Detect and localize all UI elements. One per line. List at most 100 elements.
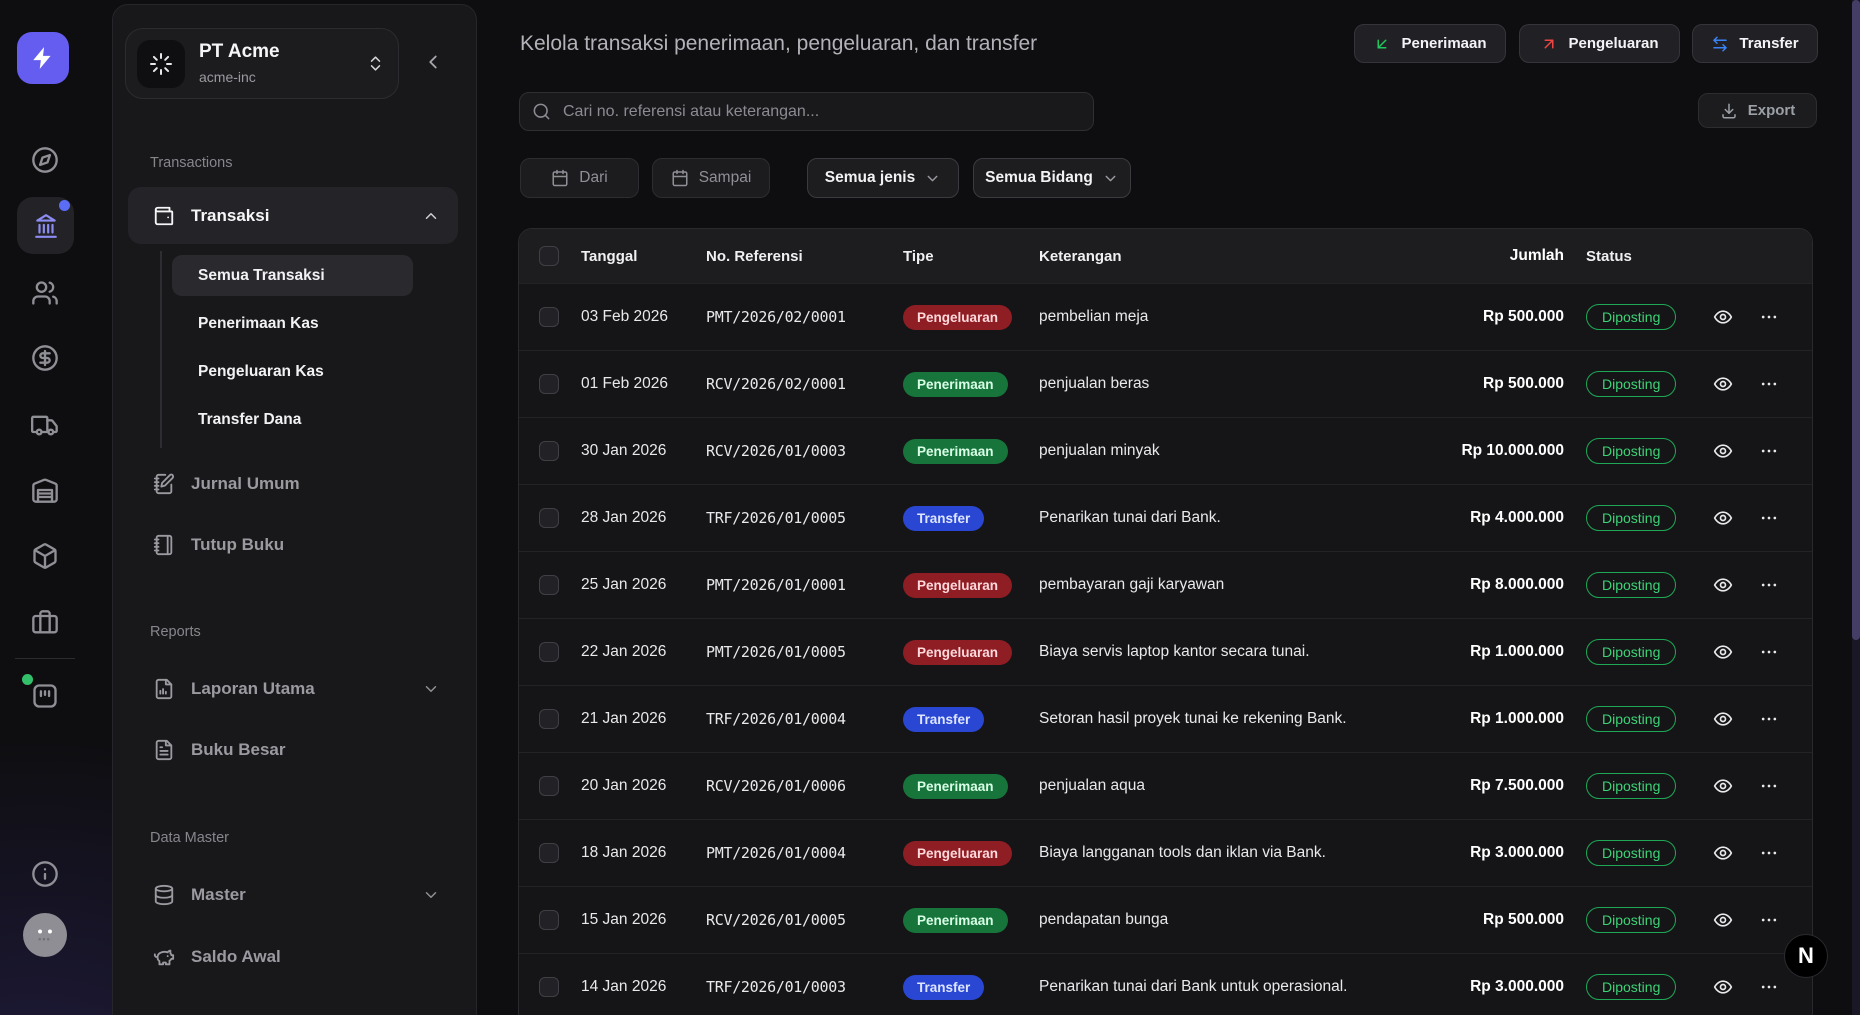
row-checkbox[interactable] <box>539 508 559 528</box>
view-row-button[interactable] <box>1706 704 1740 734</box>
view-row-button[interactable] <box>1706 302 1740 332</box>
scrollbar-thumb[interactable] <box>1852 0 1860 640</box>
app-logo[interactable] <box>17 32 69 84</box>
row-actions-button[interactable] <box>1752 905 1786 935</box>
view-row-button[interactable] <box>1706 436 1740 466</box>
eye-icon <box>1713 642 1733 662</box>
row-checkbox[interactable] <box>539 977 559 997</box>
ellipsis-icon <box>1759 307 1779 327</box>
table-row[interactable]: 01 Feb 2026 RCV/2026/02/0001 Penerimaan … <box>519 350 1812 417</box>
type-badge: Pengeluaran <box>903 305 1012 330</box>
view-row-button[interactable] <box>1706 503 1740 533</box>
row-actions-button[interactable] <box>1752 704 1786 734</box>
type-filter-select[interactable]: Semua jenis <box>807 158 959 198</box>
sidebar-item-master[interactable]: Master <box>128 866 458 923</box>
row-checkbox[interactable] <box>539 776 559 796</box>
select-all-checkbox[interactable] <box>539 246 559 266</box>
table-row[interactable]: 22 Jan 2026 PMT/2026/01/0005 Pengeluaran… <box>519 618 1812 685</box>
sidebar-collapse-button[interactable] <box>422 51 446 75</box>
briefcase-icon[interactable] <box>31 609 59 637</box>
table-row[interactable]: 18 Jan 2026 PMT/2026/01/0004 Pengeluaran… <box>519 819 1812 886</box>
table-row[interactable]: 28 Jan 2026 TRF/2026/01/0005 Transfer Pe… <box>519 484 1812 551</box>
table-row[interactable]: 21 Jan 2026 TRF/2026/01/0004 Transfer Se… <box>519 685 1812 752</box>
row-amount: Rp 1.000.000 <box>1394 643 1564 661</box>
row-actions-button[interactable] <box>1752 503 1786 533</box>
row-actions-button[interactable] <box>1752 637 1786 667</box>
penerimaan-button[interactable]: Penerimaan <box>1354 24 1506 63</box>
row-checkbox[interactable] <box>539 575 559 595</box>
view-row-button[interactable] <box>1706 972 1740 1002</box>
search-input[interactable] <box>561 102 1081 122</box>
warehouse-icon[interactable] <box>31 476 59 504</box>
row-desc: pembayaran gaji karyawan <box>1039 576 1394 594</box>
view-row-button[interactable] <box>1706 771 1740 801</box>
arrow-down-left-icon <box>1373 35 1391 53</box>
row-ref: TRF/2026/01/0005 <box>706 509 903 527</box>
user-avatar[interactable] <box>23 913 67 957</box>
row-checkbox[interactable] <box>539 709 559 729</box>
package-icon[interactable] <box>31 542 59 570</box>
pos-terminal-icon[interactable] <box>31 682 59 710</box>
sidebar-subitem-transfer-dana[interactable]: Transfer Dana <box>172 399 413 440</box>
sidebar-subitem-pengeluaran-kas[interactable]: Pengeluaran Kas <box>172 351 413 392</box>
row-actions-button[interactable] <box>1752 570 1786 600</box>
table-row[interactable]: 30 Jan 2026 RCV/2026/01/0003 Penerimaan … <box>519 417 1812 484</box>
row-desc: penjualan aqua <box>1039 777 1394 795</box>
row-actions-button[interactable] <box>1752 302 1786 332</box>
row-checkbox[interactable] <box>539 374 559 394</box>
table-row[interactable]: 15 Jan 2026 RCV/2026/01/0005 Penerimaan … <box>519 886 1812 953</box>
search-icon <box>532 102 551 121</box>
zap-icon <box>30 45 56 71</box>
rail-item-transactions-active[interactable] <box>17 197 74 254</box>
sidebar-subitem-penerimaan-kas[interactable]: Penerimaan Kas <box>172 303 413 344</box>
sidebar-item-transaksi[interactable]: Transaksi <box>128 187 458 244</box>
table-row[interactable]: 14 Jan 2026 TRF/2026/01/0003 Transfer Pe… <box>519 953 1812 1015</box>
row-checkbox[interactable] <box>539 910 559 930</box>
row-checkbox[interactable] <box>539 843 559 863</box>
col-tanggal: Tanggal <box>567 248 706 265</box>
view-row-button[interactable] <box>1706 838 1740 868</box>
view-row-button[interactable] <box>1706 369 1740 399</box>
company-switcher[interactable]: PT Acme acme-inc <box>125 28 399 99</box>
compass-icon[interactable] <box>31 146 59 174</box>
row-checkbox[interactable] <box>539 307 559 327</box>
sidebar-item-jurnal-umum[interactable]: Jurnal Umum <box>128 455 458 512</box>
date-from-button[interactable]: Dari <box>520 158 639 198</box>
row-actions-button[interactable] <box>1752 436 1786 466</box>
bank-icon <box>33 213 59 239</box>
ellipsis-icon <box>1759 843 1779 863</box>
sidebar-item-laporan-utama[interactable]: Laporan Utama <box>128 660 458 717</box>
pengeluaran-button[interactable]: Pengeluaran <box>1519 24 1680 63</box>
table-row[interactable]: 25 Jan 2026 PMT/2026/01/0001 Pengeluaran… <box>519 551 1812 618</box>
table-row[interactable]: 03 Feb 2026 PMT/2026/02/0001 Pengeluaran… <box>519 283 1812 350</box>
truck-icon[interactable] <box>31 411 59 439</box>
row-actions-button[interactable] <box>1752 369 1786 399</box>
nextjs-dev-badge[interactable]: N <box>1784 934 1828 978</box>
info-icon[interactable] <box>31 860 59 888</box>
status-badge: Diposting <box>1586 974 1676 1000</box>
view-row-button[interactable] <box>1706 637 1740 667</box>
page-subtitle: Kelola transaksi penerimaan, pengeluaran… <box>520 32 1037 56</box>
users-icon[interactable] <box>31 279 59 307</box>
row-checkbox[interactable] <box>539 441 559 461</box>
view-row-button[interactable] <box>1706 570 1740 600</box>
sidebar-subitem-semua-transaksi[interactable]: Semua Transaksi <box>172 255 413 296</box>
sidebar-item-buku-besar[interactable]: Buku Besar <box>128 721 458 778</box>
dollar-circle-icon[interactable] <box>31 344 59 372</box>
row-actions-button[interactable] <box>1752 771 1786 801</box>
sidebar-item-saldo-awal[interactable]: Saldo Awal <box>128 928 458 985</box>
transfer-button[interactable]: Transfer <box>1692 24 1818 63</box>
field-filter-select[interactable]: Semua Bidang <box>973 158 1131 198</box>
date-to-button[interactable]: Sampai <box>652 158 770 198</box>
row-actions-button[interactable] <box>1752 838 1786 868</box>
table-row[interactable]: 20 Jan 2026 RCV/2026/01/0006 Penerimaan … <box>519 752 1812 819</box>
page-scrollbar[interactable] <box>1852 0 1860 1015</box>
view-row-button[interactable] <box>1706 905 1740 935</box>
row-actions-button[interactable] <box>1752 972 1786 1002</box>
row-amount: Rp 3.000.000 <box>1394 844 1564 862</box>
row-checkbox[interactable] <box>539 642 559 662</box>
export-button[interactable]: Export <box>1698 93 1817 128</box>
eye-icon <box>1713 843 1733 863</box>
type-badge: Penerimaan <box>903 774 1008 799</box>
sidebar-item-tutup-buku[interactable]: Tutup Buku <box>128 516 458 573</box>
